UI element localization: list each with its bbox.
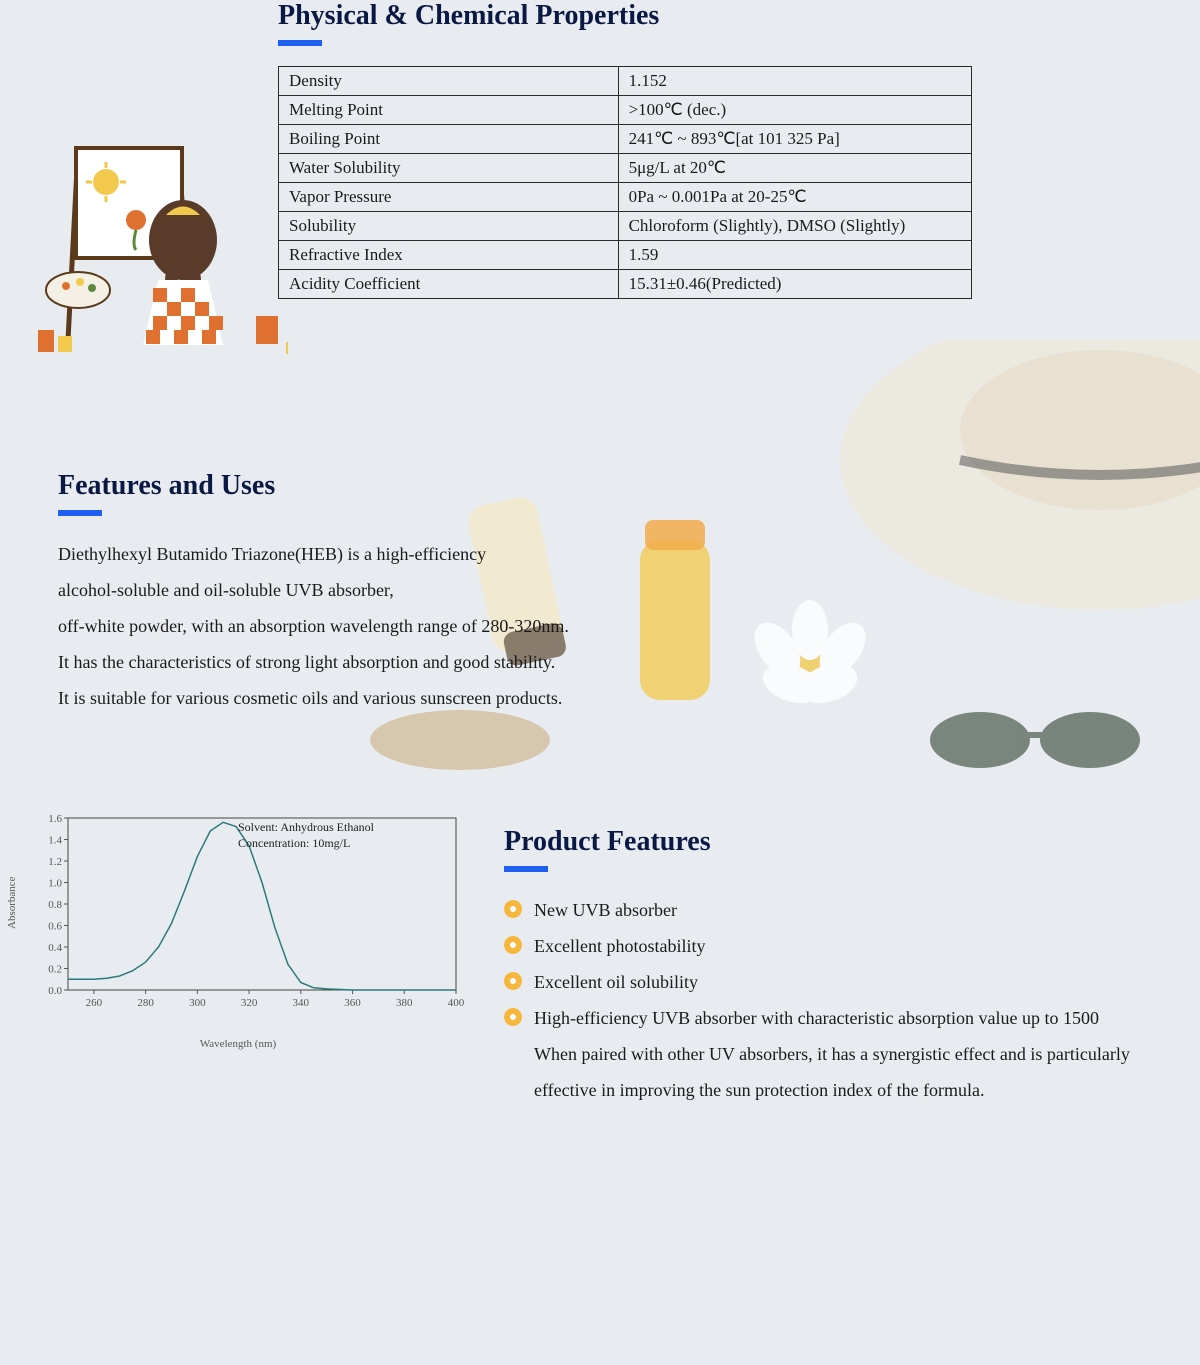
section-title: Physical & Chemical Properties — [278, 0, 978, 32]
table-row: Refractive Index1.59 — [279, 241, 972, 270]
feature-item: Excellent oil solubility — [504, 964, 1144, 1000]
property-name: Refractive Index — [279, 241, 619, 270]
property-value: 1.152 — [618, 67, 971, 96]
physical-chemical-properties-section: Physical & Chemical Properties Density1.… — [278, 0, 978, 299]
svg-text:360: 360 — [344, 997, 361, 1009]
svg-text:380: 380 — [396, 997, 413, 1009]
svg-text:0.6: 0.6 — [48, 921, 62, 933]
body-text-line: Diethylhexyl Butamido Triazone(HEB) is a… — [58, 536, 678, 572]
feature-item: High-efficiency UVB absorber with charac… — [504, 1000, 1144, 1036]
property-value: 15.31±0.46(Predicted) — [618, 270, 971, 299]
absorbance-chart: Absorbance 0.0 0.2 0.4 0.6 0.8 1.0 1.2 1.4 1.6 26… — [8, 814, 468, 1044]
feature-item: When paired with other UV absorbers, it … — [504, 1036, 1144, 1108]
svg-text:1.2: 1.2 — [48, 856, 62, 868]
property-name: Water Solubility — [279, 154, 619, 183]
table-row: Vapor Pressure0Pa ~ 0.001Pa at 20-25℃ — [279, 183, 972, 212]
body-text-line: alcohol-soluble and oil-soluble UVB abso… — [58, 572, 678, 608]
accent-bar — [58, 510, 102, 516]
property-name: Density — [279, 67, 619, 96]
svg-text:1.6: 1.6 — [48, 814, 62, 825]
table-row: Water Solubility5μg/L at 20℃ — [279, 154, 972, 183]
property-value: 5μg/L at 20℃ — [618, 154, 971, 183]
features-and-uses-section: Features and Uses Diethylhexyl Butamido … — [58, 470, 678, 716]
svg-text:0.0: 0.0 — [48, 985, 62, 997]
section-title: Features and Uses — [58, 470, 678, 502]
product-features-section: Product Features New UVB absorberExcelle… — [504, 826, 1144, 1108]
property-name: Solubility — [279, 212, 619, 241]
property-name: Boiling Point — [279, 125, 619, 154]
property-name: Melting Point — [279, 96, 619, 125]
body-text-line: off-white powder, with an absorption wav… — [58, 608, 678, 644]
chart-solvent-label: Solvent: Anhydrous Ethanol — [238, 820, 374, 836]
table-row: Melting Point>100℃ (dec.) — [279, 96, 972, 125]
table-row: Boiling Point241℃ ~ 893℃[at 101 325 Pa] — [279, 125, 972, 154]
property-value: 1.59 — [618, 241, 971, 270]
svg-text:1.4: 1.4 — [48, 835, 62, 847]
properties-table: Density1.152Melting Point>100℃ (dec.)Boi… — [278, 66, 972, 299]
chart-annotation: Solvent: Anhydrous Ethanol Concentration… — [238, 820, 374, 851]
accent-bar — [278, 40, 322, 46]
property-name: Vapor Pressure — [279, 183, 619, 212]
table-row: Density1.152 — [279, 67, 972, 96]
property-name: Acidity Coefficient — [279, 270, 619, 299]
accent-bar — [504, 866, 548, 872]
svg-text:260: 260 — [86, 997, 103, 1009]
property-value: >100℃ (dec.) — [618, 96, 971, 125]
chart-x-axis-label: Wavelength (nm) — [200, 1038, 276, 1050]
section-title: Product Features — [504, 826, 1144, 858]
svg-text:320: 320 — [241, 997, 258, 1009]
svg-text:1.0: 1.0 — [48, 878, 62, 890]
svg-text:280: 280 — [137, 997, 154, 1009]
svg-text:0.4: 0.4 — [48, 942, 62, 954]
svg-text:300: 300 — [189, 997, 206, 1009]
chart-y-axis-label: Absorbance — [6, 876, 18, 929]
table-row: SolubilityChloroform (Slightly), DMSO (S… — [279, 212, 972, 241]
feature-item: New UVB absorber — [504, 892, 1144, 928]
svg-text:0.8: 0.8 — [48, 899, 62, 911]
feature-item: Excellent photostability — [504, 928, 1144, 964]
svg-text:400: 400 — [448, 997, 465, 1009]
girl-painting-illustration — [28, 120, 288, 370]
chart-concentration-label: Concentration: 10mg/L — [238, 836, 374, 852]
property-value: 0Pa ~ 0.001Pa at 20-25℃ — [618, 183, 971, 212]
property-value: 241℃ ~ 893℃[at 101 325 Pa] — [618, 125, 971, 154]
property-value: Chloroform (Slightly), DMSO (Slightly) — [618, 212, 971, 241]
table-row: Acidity Coefficient15.31±0.46(Predicted) — [279, 270, 972, 299]
body-text-line: It is suitable for various cosmetic oils… — [58, 680, 678, 716]
svg-text:0.2: 0.2 — [48, 964, 62, 976]
body-text-line: It has the characteristics of strong lig… — [58, 644, 678, 680]
svg-text:340: 340 — [293, 997, 310, 1009]
